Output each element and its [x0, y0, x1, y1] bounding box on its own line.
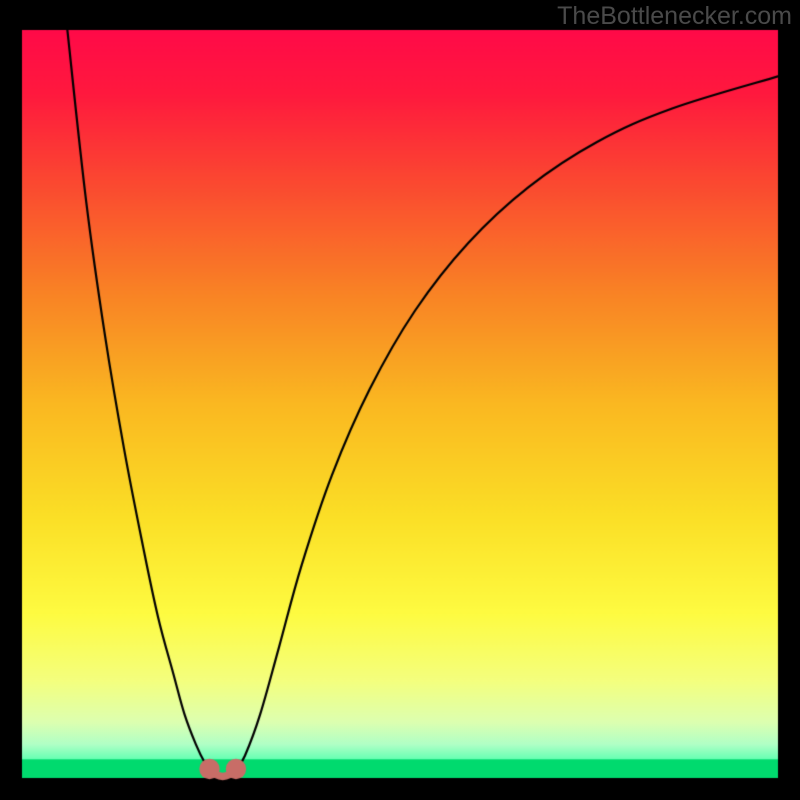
- chart-root: TheBottlenecker.com: [0, 0, 800, 800]
- watermark-text: TheBottlenecker.com: [557, 2, 792, 31]
- bottleneck-curve-chart: [0, 0, 800, 800]
